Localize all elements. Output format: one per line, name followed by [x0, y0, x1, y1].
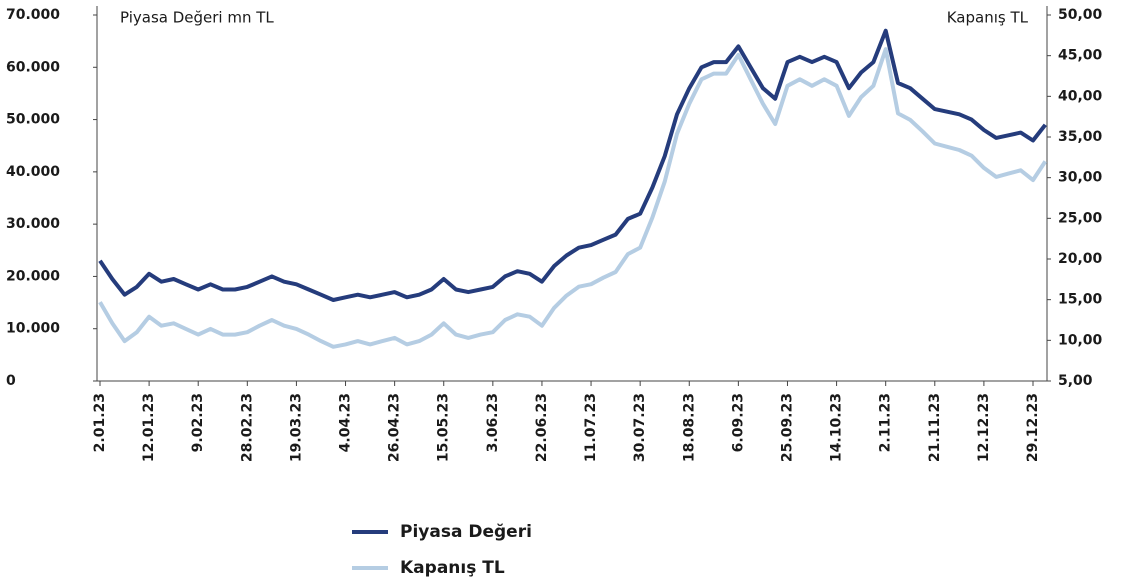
y-axis-label: Piyasa Değeri mn TL — [120, 9, 274, 27]
y-tick-label: 0 — [6, 373, 16, 389]
x-tick-label: 29.12.23 — [1025, 393, 1041, 462]
y-tick-label: 50.000 — [6, 112, 60, 128]
y2-tick-label: 5,00 — [1058, 373, 1093, 389]
y2-tick-label: 10,00 — [1058, 332, 1103, 348]
y-tick-label: 10.000 — [6, 321, 60, 337]
x-tick-label: 3.06.23 — [485, 393, 501, 452]
y2-tick-label: 25,00 — [1058, 210, 1103, 226]
x-tick-label: 21.11.23 — [927, 393, 943, 462]
x-tick-label: 6.09.23 — [730, 393, 746, 452]
y-tick-label: 60.000 — [6, 59, 60, 75]
x-tick-label: 11.07.23 — [583, 393, 599, 462]
x-tick-label: 2.01.23 — [92, 393, 108, 452]
y2-tick-label: 40,00 — [1058, 88, 1103, 104]
y-tick-label: 30.000 — [6, 216, 60, 232]
x-tick-label: 12.12.23 — [976, 393, 992, 462]
x-tick-label: 28.02.23 — [239, 393, 255, 462]
y2-tick-label: 45,00 — [1058, 48, 1103, 64]
x-tick-label: 4.04.23 — [338, 393, 354, 452]
legend-label: Kapanış TL — [400, 558, 505, 578]
y2-axis-label: Kapanış TL — [947, 9, 1029, 27]
x-tick-label: 9.02.23 — [190, 393, 206, 452]
x-tick-label: 26.04.23 — [387, 393, 403, 462]
y-tick-label: 70.000 — [6, 7, 60, 23]
x-tick-label: 12.01.23 — [141, 393, 157, 462]
x-tick-label: 18.08.23 — [681, 393, 697, 462]
y2-tick-label: 50,00 — [1058, 7, 1103, 23]
y2-tick-label: 30,00 — [1058, 170, 1103, 186]
x-tick-label: 19.03.23 — [288, 393, 304, 462]
series-line — [98, 28, 1047, 302]
x-tick-label: 14.10.23 — [829, 393, 845, 462]
series-line — [98, 47, 1047, 349]
x-tick-label: 30.07.23 — [632, 393, 648, 462]
x-tick-label: 15.05.23 — [436, 393, 452, 462]
y-tick-label: 20.000 — [6, 268, 60, 284]
legend-label: Piyasa Değeri — [400, 522, 532, 542]
x-tick-label: 2.11.23 — [878, 393, 894, 452]
y2-tick-label: 20,00 — [1058, 251, 1103, 267]
x-tick-label: 22.06.23 — [534, 393, 550, 462]
y2-tick-label: 15,00 — [1058, 292, 1103, 308]
x-tick-label: 25.09.23 — [779, 393, 795, 462]
y-tick-label: 40.000 — [6, 164, 60, 180]
y2-tick-label: 35,00 — [1058, 129, 1103, 145]
